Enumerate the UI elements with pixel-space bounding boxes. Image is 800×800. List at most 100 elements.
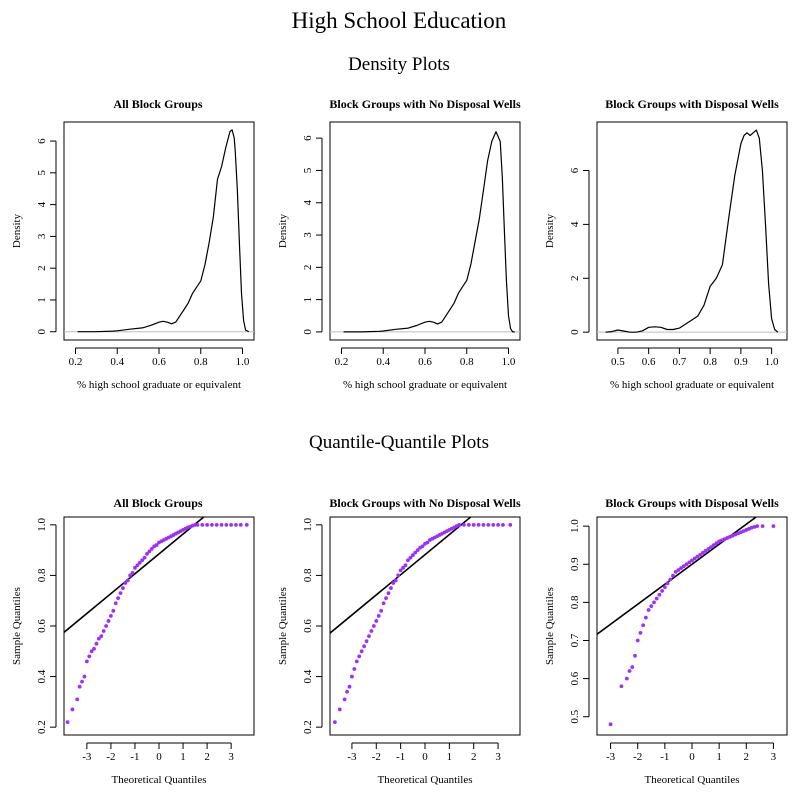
qq-point (210, 522, 214, 527)
qq-point (641, 623, 646, 628)
qq-point (89, 649, 94, 654)
qq-point (347, 684, 352, 689)
qq-point (668, 577, 673, 582)
x-tick-label: -1 (660, 751, 669, 763)
x-tick-label: 3 (495, 751, 501, 763)
y-tick-label: 2 (302, 265, 314, 271)
y-tick-label: 0.9 (569, 557, 581, 571)
chart-panel-5: Block Groups with No Disposal Wells-3 -2-… (277, 496, 521, 786)
plot-frame (63, 516, 255, 736)
y-tick-label: 5 (36, 170, 48, 176)
qq-point (137, 560, 142, 565)
qq-point (660, 589, 665, 593)
y-tick-label: 0 (36, 328, 48, 334)
qq-point (374, 619, 379, 623)
x-axis-label: % high school graduate or equivalent (343, 379, 507, 391)
qq-point (755, 524, 760, 529)
qq-point (379, 608, 384, 613)
x-tick-label: 0.6 (152, 356, 166, 368)
density-curve (605, 129, 779, 333)
panel-title: All Block Groups (113, 97, 202, 111)
x-tick-label: 2 (204, 751, 210, 763)
x-tick-label: 0.2 (69, 356, 83, 368)
qq-point (627, 669, 632, 673)
x-tick-label: 3 (771, 751, 777, 763)
y-tick-label: 2 (36, 265, 48, 271)
y-tick-label: 0.8 (36, 568, 48, 582)
qq-point (367, 634, 371, 639)
x-tick-label: 1.0 (765, 356, 779, 368)
qq-point (681, 564, 686, 569)
qq-point (425, 540, 430, 545)
qq-point (481, 522, 486, 527)
qq-point (652, 600, 656, 605)
chart-panel-4: All Block Groups -3 -2 -1 0 1 2 3 0.2 0.4 0.6 0.8 1.… (11, 496, 255, 786)
y-axis-label: Density (544, 213, 556, 248)
qq-point (205, 522, 210, 527)
qq-point (350, 674, 354, 679)
qq-point (142, 555, 147, 560)
qq-point (125, 578, 130, 583)
qq-point (673, 569, 678, 574)
density-section-title: Density Plots (348, 54, 450, 75)
x-axis-label: Theoretical Quantiles (378, 774, 473, 786)
x-tick-label: -3 (606, 751, 616, 763)
x-tick-label: 0.6 (418, 356, 432, 368)
x-tick-label: 0.6 (642, 356, 656, 368)
x-tick-label: -2 (372, 751, 381, 763)
qq-point (75, 697, 80, 702)
y-axis: 0.2 0.4 0.6 0.8 1.0 (302, 517, 323, 734)
qq-point (391, 581, 396, 585)
x-tick-label: 2 (471, 751, 477, 763)
qq-point (624, 676, 629, 681)
qq-point (496, 522, 500, 527)
y-tick-label: 1 (36, 297, 48, 303)
qq-point (354, 659, 359, 664)
qq-point (87, 654, 92, 659)
x-axis: 0.2 0.4 0.6 0.8 1.0 (335, 347, 516, 368)
qq-point (229, 522, 234, 527)
qq-point (362, 644, 367, 649)
qq-point (657, 592, 662, 597)
qq-point (401, 565, 405, 570)
x-tick-label: 0.4 (110, 356, 124, 368)
y-tick-label: 0.6 (569, 671, 581, 685)
y-tick-label: 0 (569, 329, 581, 335)
qq-point (384, 596, 388, 601)
qq-point (154, 543, 159, 547)
panel-title: Block Groups with No Disposal Wells (329, 97, 521, 111)
plot-area (330, 131, 520, 333)
plot-area (597, 517, 776, 727)
qq-point (337, 707, 342, 712)
y-axis: 0 1 2 3 4 5 6 (302, 135, 323, 335)
qq-point (692, 556, 697, 561)
qq-point (200, 522, 205, 527)
y-axis-label: Density (11, 213, 23, 248)
x-tick-label: 1.0 (236, 356, 250, 368)
qq-point (630, 665, 635, 670)
qq-point (332, 720, 337, 725)
qq-point (410, 553, 415, 558)
y-axis-label: Density (277, 213, 289, 248)
qq-point (665, 581, 670, 586)
qq-point (82, 674, 87, 679)
qq-point (214, 522, 219, 527)
qq-point (486, 522, 491, 527)
y-tick-label: 0.2 (302, 720, 314, 734)
chart-panel-2: Block Groups with No Disposal Wells 0.2 0.… (277, 97, 521, 391)
x-tick-label: 1 (716, 751, 722, 763)
y-tick-label: 0.6 (36, 619, 48, 633)
qq-point (714, 541, 719, 546)
plot-area (330, 517, 513, 725)
panel-title: Block Groups with No Disposal Wells (329, 496, 521, 510)
qq-point (128, 573, 133, 578)
qq-point (135, 563, 140, 568)
y-axis: 0.5 0.6 0.7 0.8 0.9 1.0 (569, 519, 590, 724)
x-axis: 0.2 0.4 0.6 0.8 1.0 (69, 347, 250, 368)
y-tick-label: 3 (302, 232, 314, 238)
x-tick-label: -1 (396, 751, 405, 763)
qq-point (771, 524, 776, 529)
qq-point (357, 654, 362, 659)
qq-point (369, 629, 374, 633)
qq-point (123, 581, 128, 585)
